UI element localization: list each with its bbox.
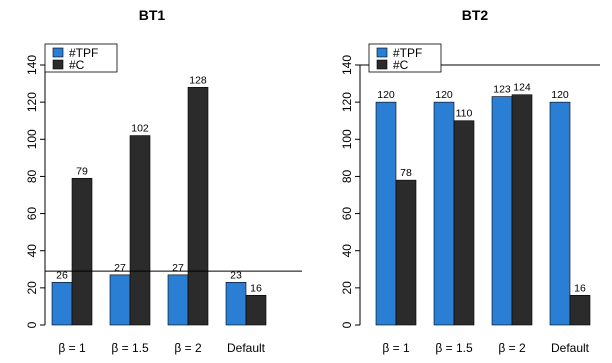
- y-tick-label: 20: [340, 281, 354, 295]
- y-tick-label: 140: [25, 55, 39, 75]
- legend-swatch-tpf: [52, 47, 64, 58]
- y-tick-label: 100: [340, 129, 354, 149]
- chart-title: BT1: [139, 7, 166, 23]
- bar-value-label: 16: [574, 282, 586, 294]
- x-category-label: Default: [227, 341, 266, 355]
- bar-tpf: [433, 101, 455, 326]
- bar-value-label: 120: [435, 89, 453, 101]
- bar-value-label: 16: [250, 282, 262, 294]
- bar-c: [245, 294, 267, 326]
- x-category-label: β = 1.5: [111, 341, 149, 355]
- bar-value-label: 124: [513, 82, 531, 94]
- bar-value-label: 128: [189, 74, 207, 86]
- y-tick-label: 60: [25, 207, 39, 221]
- bar-tpf: [109, 274, 131, 326]
- y-tick-label: 40: [25, 244, 39, 258]
- bar-value-label: 120: [551, 89, 569, 101]
- chart-title: BT2: [462, 7, 489, 23]
- bar-value-label: 27: [172, 262, 184, 274]
- bar-c: [511, 94, 533, 326]
- bar-value-label: 78: [400, 167, 412, 179]
- bar-value-label: 102: [131, 123, 149, 135]
- legend-swatch-c: [52, 59, 64, 70]
- legend-swatch-c: [376, 59, 388, 70]
- legend-label: #C: [393, 58, 409, 72]
- y-tick-label: 120: [340, 92, 354, 112]
- x-category-label: Default: [551, 341, 590, 355]
- y-tick-label: 120: [25, 92, 39, 112]
- bar-value-label: 79: [76, 165, 88, 177]
- bar-tpf: [51, 281, 73, 326]
- x-category-label: β = 1.5: [435, 341, 473, 355]
- bar-c: [395, 179, 417, 326]
- legend-label: #TPF: [393, 46, 422, 60]
- x-category-label: β = 2: [174, 341, 202, 355]
- bar-value-label: 26: [56, 269, 68, 281]
- legend-swatch-tpf: [376, 47, 388, 58]
- chart-panel-1: BT1 0 20 40 60 80 100 120 140 26 79 β = 1 27 102 β = 1…: [25, 7, 302, 355]
- legend-label: #TPF: [69, 46, 98, 60]
- y-tick-label: 40: [340, 244, 354, 258]
- bar-tpf: [225, 281, 247, 326]
- legend: #TPF#C: [368, 43, 442, 73]
- bar-value-label: 110: [456, 108, 473, 120]
- y-tick-label: 20: [25, 281, 39, 295]
- bar-value-label: 123: [493, 84, 511, 96]
- y-tick-label: 0: [25, 321, 39, 328]
- y-tick-label: 60: [340, 207, 354, 221]
- y-tick-label: 100: [25, 129, 39, 149]
- x-category-label: β = 1: [58, 341, 86, 355]
- bar-c: [569, 294, 591, 326]
- x-category-label: β = 2: [498, 341, 526, 355]
- bar-c: [71, 177, 93, 326]
- y-tick-label: 80: [340, 169, 354, 183]
- bar-value-label: 120: [377, 89, 395, 101]
- x-category-label: β = 1: [382, 341, 410, 355]
- y-tick-label: 80: [25, 169, 39, 183]
- bar-value-label: 23: [230, 269, 242, 281]
- bar-value-label: 27: [114, 262, 126, 274]
- y-tick-label: 140: [340, 55, 354, 75]
- legend: #TPF#C: [44, 43, 118, 73]
- bar-c: [129, 135, 151, 326]
- bar-c: [187, 86, 209, 326]
- legend-label: #C: [69, 58, 85, 72]
- y-tick-label: 0: [340, 321, 354, 328]
- bar-tpf: [549, 101, 571, 326]
- bar-tpf: [167, 274, 189, 326]
- bar-tpf: [491, 96, 513, 326]
- bar-c: [453, 120, 475, 326]
- bar-tpf: [375, 101, 397, 326]
